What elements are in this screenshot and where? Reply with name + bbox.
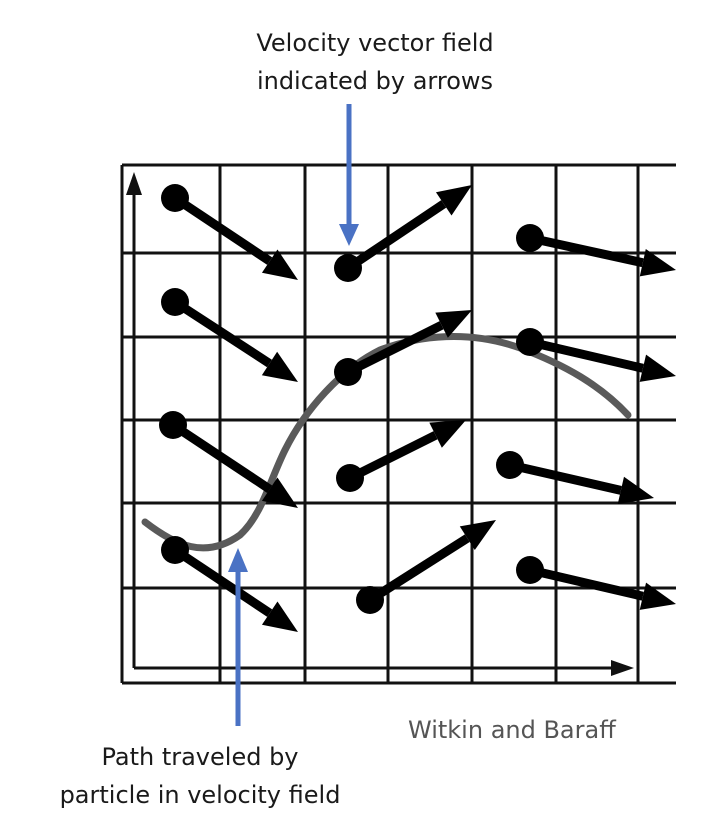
callout-arrowhead-bottom bbox=[228, 548, 248, 572]
velocity-vector bbox=[516, 224, 676, 277]
vector-shaft bbox=[508, 460, 622, 495]
vector-origin-dot bbox=[516, 556, 544, 584]
velocity-vector bbox=[334, 185, 472, 282]
velocity-vector bbox=[161, 536, 298, 632]
vector-origin-dot bbox=[516, 224, 544, 252]
vector-origin-dot bbox=[336, 464, 364, 492]
vector-arrowhead bbox=[429, 420, 466, 448]
vector-arrowhead bbox=[459, 520, 496, 551]
velocity-vectors bbox=[159, 184, 676, 632]
vector-origin-dot bbox=[334, 358, 362, 386]
grid bbox=[120, 163, 676, 685]
vector-arrowhead bbox=[639, 354, 676, 382]
path-caption-line1: Path traveled by bbox=[101, 743, 299, 771]
vector-shaft bbox=[172, 546, 273, 617]
path-caption: Path traveled by particle in velocity fi… bbox=[20, 738, 380, 814]
axes bbox=[126, 172, 634, 676]
vector-origin-dot bbox=[161, 536, 189, 564]
x-axis-arrowhead bbox=[611, 660, 634, 676]
velocity-field-caption: Velocity vector field indicated by arrow… bbox=[175, 24, 575, 100]
vector-arrowhead bbox=[261, 601, 298, 632]
velocity-field-caption-line1: Velocity vector field bbox=[256, 29, 494, 57]
vector-shaft bbox=[529, 233, 644, 268]
vector-origin-dot bbox=[516, 328, 544, 356]
velocity-field-caption-line2: indicated by arrows bbox=[256, 67, 494, 95]
velocity-vector bbox=[496, 451, 654, 505]
vector-origin-dot bbox=[356, 586, 384, 614]
velocity-vector bbox=[159, 411, 298, 508]
vector-arrowhead bbox=[261, 351, 298, 382]
vector-origin-dot bbox=[159, 411, 187, 439]
vector-origin-dot bbox=[161, 184, 189, 212]
vector-arrowhead bbox=[261, 249, 298, 280]
velocity-vector bbox=[516, 328, 676, 382]
vector-arrowhead bbox=[639, 249, 676, 277]
velocity-vector bbox=[334, 310, 472, 386]
path-caption-line2: particle in velocity field bbox=[59, 781, 341, 809]
vector-arrowhead bbox=[435, 185, 472, 216]
vector-shaft bbox=[172, 298, 272, 368]
vector-arrowhead bbox=[639, 582, 676, 610]
vector-origin-dot bbox=[496, 451, 524, 479]
vector-shaft bbox=[172, 194, 273, 265]
callout-arrowhead-top bbox=[339, 224, 359, 246]
vector-origin-dot bbox=[161, 288, 189, 316]
y-axis-arrowhead bbox=[126, 172, 142, 195]
velocity-vector bbox=[336, 420, 466, 492]
vector-arrowhead bbox=[617, 476, 654, 505]
velocity-vector bbox=[356, 520, 496, 614]
vector-shaft bbox=[367, 534, 470, 604]
velocity-vector bbox=[516, 556, 676, 610]
velocity-vector bbox=[161, 184, 298, 280]
vector-shaft bbox=[528, 337, 644, 373]
vector-shaft bbox=[345, 321, 444, 377]
vector-arrowhead bbox=[261, 477, 298, 508]
credit-text: Witkin and Baraff bbox=[408, 716, 616, 744]
vector-shaft bbox=[345, 200, 447, 272]
vector-shaft bbox=[170, 421, 273, 493]
vector-shaft bbox=[347, 431, 438, 483]
vector-shaft bbox=[528, 565, 644, 601]
velocity-vector bbox=[161, 288, 298, 382]
vector-origin-dot bbox=[334, 254, 362, 282]
vector-arrowhead bbox=[435, 310, 472, 338]
